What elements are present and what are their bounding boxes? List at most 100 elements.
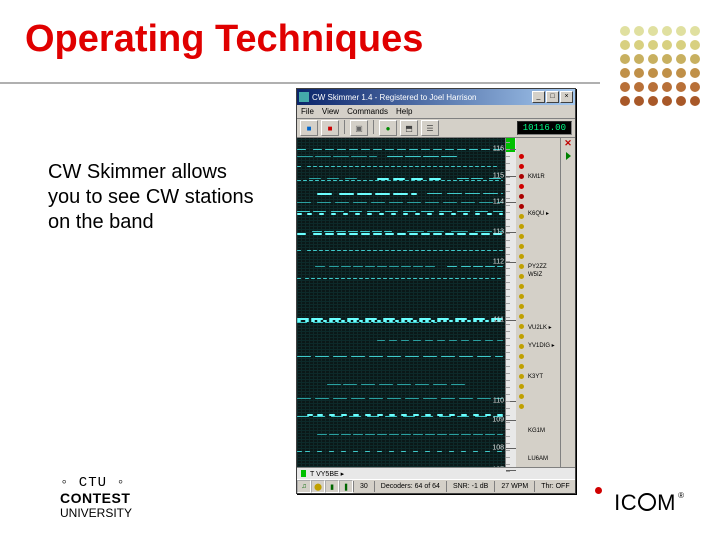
cw-trace: [313, 149, 322, 150]
cw-trace: [495, 356, 503, 357]
status-icon-0[interactable]: ♫: [297, 480, 311, 493]
toolbar-separator: [373, 120, 374, 134]
cw-trace: [349, 166, 353, 167]
status-icon-2[interactable]: ▮: [325, 480, 339, 493]
menu-item-view[interactable]: View: [322, 107, 339, 116]
cw-trace: [469, 149, 478, 150]
callsign-label[interactable]: K3YT: [528, 374, 543, 380]
cw-trace: [421, 233, 430, 235]
cw-trace: [373, 322, 383, 323]
callsign-label[interactable]: YV1DIG ▸: [528, 342, 555, 349]
cw-trace: [461, 320, 465, 322]
cw-trace: [373, 250, 377, 251]
clear-icon[interactable]: ✕: [563, 139, 573, 149]
sponsor-o-icon: [638, 493, 656, 511]
title-divider: [0, 82, 600, 84]
cw-trace: [385, 211, 398, 212]
cw-trace: [451, 213, 456, 215]
callsign-label[interactable]: KM1R: [528, 174, 545, 180]
cw-trace: [477, 356, 491, 357]
cw-trace: [475, 416, 487, 417]
callsign-label[interactable]: VU2LK ▸: [528, 324, 552, 331]
cw-trace: [377, 434, 387, 435]
cw-trace: [471, 178, 483, 179]
cw-trace: [389, 202, 403, 203]
cw-trace: [297, 250, 301, 251]
toolbar-button-4[interactable]: ⬒: [400, 120, 418, 136]
decor-dot: [620, 96, 630, 106]
close-button[interactable]: ×: [560, 91, 573, 103]
cw-trace: [311, 278, 315, 279]
cw-trace: [475, 231, 492, 232]
decor-dot: [648, 40, 658, 50]
decor-dot: [662, 26, 672, 36]
status-icon-1[interactable]: ⬤: [311, 480, 325, 493]
cw-trace: [297, 213, 302, 215]
cw-trace: [449, 451, 454, 452]
cw-trace: [427, 231, 444, 232]
window-titlebar[interactable]: CW Skimmer 1.4 - Registered to Joel Harr…: [297, 89, 575, 105]
footer-org-logo: ◦ CTU ◦ CONTEST UNIVERSITY: [60, 476, 132, 520]
trademark-icon: ®: [678, 491, 684, 500]
cw-trace: [351, 356, 365, 357]
signal-dot: [519, 214, 524, 219]
maximize-button[interactable]: □: [546, 91, 559, 103]
cw-trace: [441, 156, 457, 157]
signal-dot: [519, 274, 524, 279]
cw-trace: [409, 166, 413, 167]
status-icon-3[interactable]: ❚: [339, 480, 353, 493]
callsign-label[interactable]: PY2ZZ: [528, 264, 547, 270]
frequency-display[interactable]: 10116.00: [517, 121, 572, 135]
cw-trace: [313, 250, 317, 251]
cw-trace: [427, 193, 442, 194]
cw-trace: [413, 451, 418, 452]
cw-trace: [339, 180, 343, 181]
signal-dot: [519, 324, 524, 329]
decode-text: T VY5BE ▸: [310, 470, 344, 478]
freq-minor-tick: [506, 380, 510, 381]
cw-trace: [451, 250, 455, 251]
cw-trace: [497, 340, 503, 341]
cw-trace: [297, 233, 306, 235]
menu-item-commands[interactable]: Commands: [347, 107, 388, 116]
sponsor-dot-icon: [595, 487, 602, 494]
cw-trace: [335, 202, 349, 203]
toolbar-button-1[interactable]: ■: [321, 120, 339, 136]
cw-trace: [331, 166, 335, 167]
cw-trace: [315, 398, 329, 399]
cw-trace: [353, 278, 357, 279]
callsign-label[interactable]: KG1M: [528, 428, 545, 434]
freq-label: 113: [493, 229, 504, 236]
menu-item-help[interactable]: Help: [396, 107, 412, 116]
cw-trace: [415, 213, 420, 215]
callsign-label[interactable]: K6QU ▸: [528, 210, 549, 217]
cw-trace: [445, 166, 449, 167]
cw-trace: [387, 180, 391, 181]
cw-trace: [297, 278, 301, 279]
cw-trace: [349, 233, 358, 235]
menu-item-file[interactable]: File: [301, 107, 314, 116]
frequency-tickbar[interactable]: [505, 138, 516, 467]
cw-trace: [361, 250, 365, 251]
status-bar: ♫⬤▮❚ 30 Decoders: 64 of 64 SNR: -1 dB 27…: [297, 479, 575, 493]
callsign-column[interactable]: KM1R K6QU ▸ PY2ZZ W5IZ VU2LK ▸ YV1DIG ▸ K3YT KG…: [526, 138, 560, 467]
cw-trace: [319, 166, 323, 167]
callsign-label[interactable]: W5IZ: [528, 272, 542, 278]
toolbar-button-2[interactable]: ▣: [350, 120, 368, 136]
cw-trace: [319, 250, 323, 251]
contest-word: CONTEST: [60, 491, 132, 506]
cw-trace: [385, 149, 394, 150]
minimize-button[interactable]: _: [532, 91, 545, 103]
cw-trace: [469, 250, 473, 251]
cw-trace: [485, 451, 490, 452]
toolbar-button-3[interactable]: ●: [379, 120, 397, 136]
cw-trace: [443, 202, 457, 203]
waterfall-pane[interactable]: 116115114113112111110109108107: [297, 138, 505, 467]
cw-trace: [437, 320, 441, 322]
toolbar-button-5[interactable]: ☰: [421, 120, 439, 136]
play-icon[interactable]: [566, 152, 571, 160]
toolbar-button-0[interactable]: ■: [300, 120, 318, 136]
cw-trace: [355, 250, 359, 251]
cw-trace: [407, 278, 411, 279]
callsign-label[interactable]: LU6AM: [528, 456, 548, 462]
